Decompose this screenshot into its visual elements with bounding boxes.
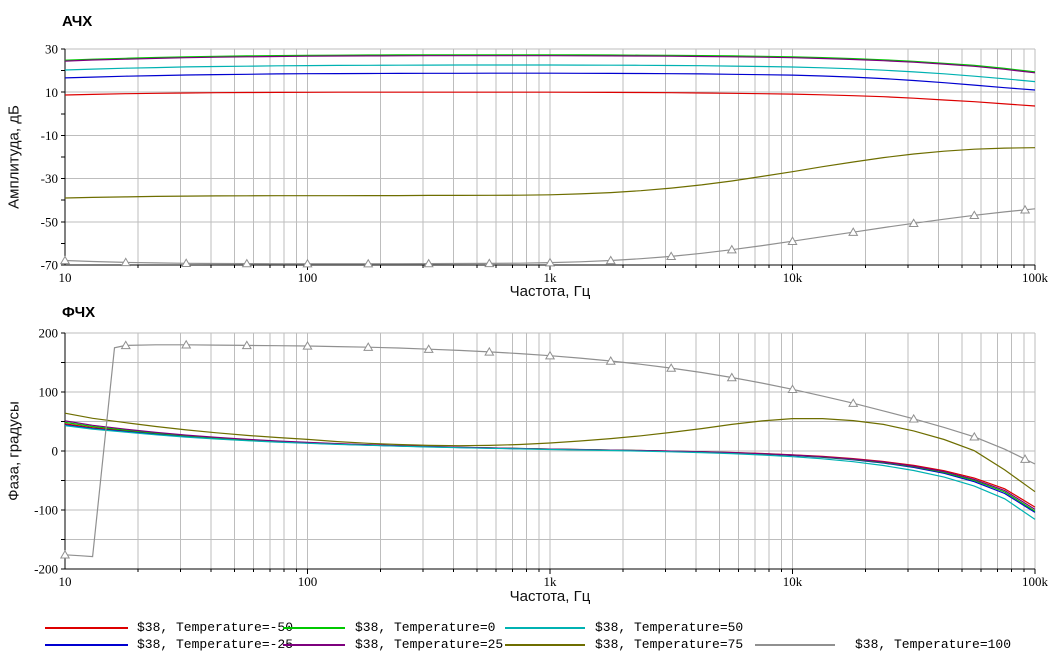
triangle-marker: [969, 210, 980, 220]
triangle-marker: [969, 431, 980, 441]
triangle-marker: [181, 339, 192, 349]
series-line: [64, 64, 1036, 83]
x-tick-label: 10: [59, 574, 72, 589]
x-tick-label: 1k: [544, 270, 558, 285]
triangle-marker: [605, 356, 616, 365]
legend-color-line: [505, 627, 585, 629]
y-tick-label: -30: [41, 171, 58, 186]
triangle-marker: [423, 344, 434, 353]
triangle-marker: [1019, 454, 1031, 463]
triangle-marker: [302, 258, 313, 268]
triangle-marker: [59, 255, 71, 265]
triangle-marker: [1019, 204, 1031, 214]
x-tick-label: 1k: [544, 574, 558, 589]
triangle-marker: [181, 258, 192, 267]
legend-label: $38, Temperature=25: [355, 637, 504, 652]
y-tick-label: -200: [34, 562, 58, 577]
amplitude-x-axis-label: Частота, Гц: [509, 283, 591, 300]
x-tick-label: 10: [59, 270, 72, 285]
triangle-marker: [484, 346, 495, 356]
triangle-marker: [120, 340, 131, 350]
triangle-marker: [726, 244, 737, 254]
y-tick-label: -50: [41, 214, 58, 229]
legend-color-line: [755, 644, 835, 646]
triangle-marker: [605, 255, 616, 265]
legend-label: $38, Temperature=75: [595, 637, 744, 652]
y-tick-label: 30: [45, 42, 58, 57]
x-tick-label: 10k: [783, 574, 803, 589]
x-tick-label: 100: [298, 270, 318, 285]
y-tick-label: -10: [41, 128, 58, 143]
series-line: [64, 412, 1036, 493]
legend-label: $38, Temperature=0: [355, 620, 496, 635]
y-tick-label: 200: [39, 326, 59, 341]
legend-color-line: [283, 627, 345, 629]
phase-y-axis-label: Фаза, градусы: [5, 401, 23, 501]
legend-color-line: [45, 627, 128, 629]
series-line: [64, 147, 1036, 199]
x-tick-label: 10k: [783, 270, 803, 285]
x-tick-label: 100: [298, 574, 318, 589]
legend-label: $38, Temperature=-25: [137, 637, 294, 652]
triangle-marker: [544, 350, 556, 360]
series-line: [64, 54, 1036, 73]
amplitude-y-axis-label: Амплитуда, дБ: [5, 105, 23, 209]
triangle-marker: [544, 257, 556, 267]
triangle-marker: [302, 340, 313, 350]
series-line: [64, 72, 1036, 91]
x-tick-label: 100k: [1022, 574, 1049, 589]
triangle-marker: [787, 236, 798, 245]
legend-label: $38, Temperature=100: [855, 637, 1012, 652]
triangle-marker: [726, 372, 737, 382]
y-tick-label: 100: [39, 385, 59, 400]
legend-label: $38, Temperature=-50: [137, 620, 294, 635]
triangle-marker: [363, 342, 374, 351]
triangle-marker: [666, 363, 677, 372]
triangle-marker: [908, 413, 919, 423]
y-tick-label: -100: [34, 503, 58, 518]
triangle-marker: [120, 257, 131, 267]
y-tick-label: 10: [45, 85, 58, 100]
y-tick-label: 0: [52, 444, 59, 459]
series-line: [64, 344, 1036, 558]
triangle-marker: [848, 227, 859, 236]
triangle-marker: [848, 398, 859, 407]
series-line: [64, 55, 1036, 74]
phase-x-axis-label: Частота, Гц: [509, 588, 591, 605]
series-line: [64, 425, 1036, 520]
triangle-marker: [363, 258, 374, 268]
x-tick-label: 100k: [1022, 270, 1049, 285]
legend-color-line: [505, 644, 585, 646]
triangle-marker: [666, 251, 677, 261]
triangle-marker: [423, 258, 434, 268]
legend-label: $38, Temperature=50: [595, 620, 744, 635]
triangle-marker: [241, 258, 252, 268]
triangle-marker: [787, 384, 798, 394]
triangle-marker: [484, 258, 495, 268]
triangle-marker: [908, 218, 919, 228]
triangle-marker: [59, 549, 71, 559]
triangle-marker: [241, 340, 252, 350]
phase-chart-title: ФЧХ: [62, 304, 96, 321]
legend-color-line: [283, 644, 345, 646]
series-line: [64, 91, 1036, 107]
amplitude-chart-title: АЧХ: [62, 13, 93, 30]
y-tick-label: -70: [41, 258, 58, 273]
legend-color-line: [45, 644, 128, 646]
